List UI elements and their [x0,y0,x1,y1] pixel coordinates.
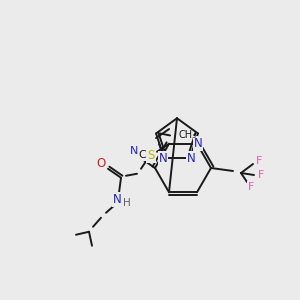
Text: CH₃: CH₃ [178,130,196,140]
Text: C: C [138,150,146,160]
Text: O: O [96,157,106,170]
Text: N: N [194,137,202,150]
Text: N: N [159,152,167,164]
Text: F: F [258,170,264,180]
Text: N: N [112,193,122,206]
Text: S: S [147,149,155,162]
Text: H: H [123,198,131,208]
Text: F: F [256,156,262,166]
Text: F: F [248,182,254,192]
Text: N: N [130,146,138,156]
Text: N: N [187,152,195,164]
